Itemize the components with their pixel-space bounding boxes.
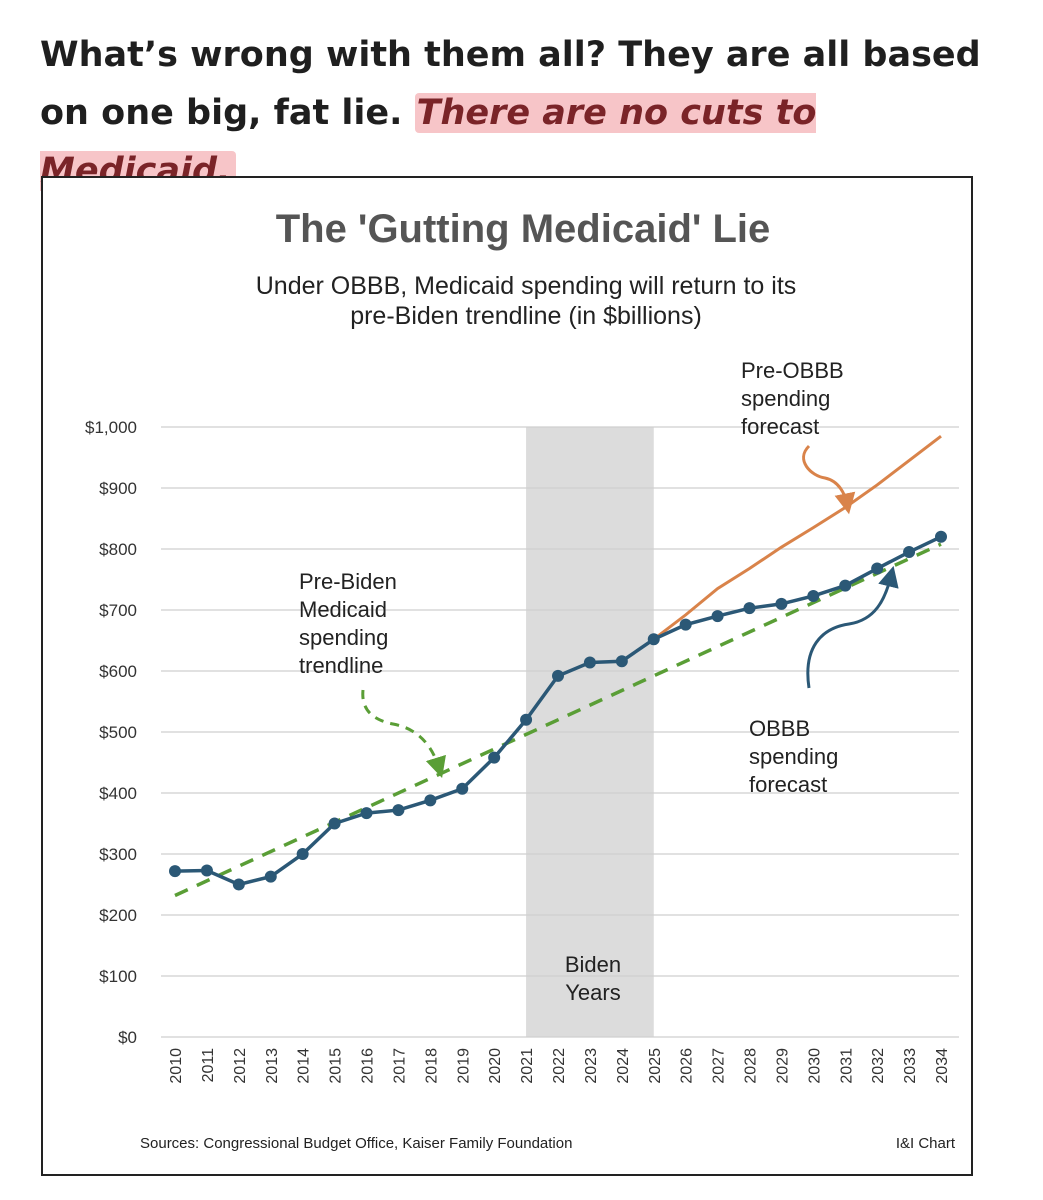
- obbb-point-2034: [935, 530, 947, 543]
- obbb-arrow: [806, 565, 899, 689]
- y-tick-label-100: $100: [99, 967, 137, 986]
- pre-obbb-annotation: Pre-OBBB spending forecast: [741, 358, 844, 439]
- obbb-point-2019: [456, 782, 469, 795]
- chart-credit: I&I Chart: [896, 1135, 956, 1152]
- x-tick-label-2012: 2012: [232, 1048, 249, 1084]
- pre-biden-annotation: Pre-Biden Medicaid spending trendline: [299, 569, 397, 678]
- x-tick-label-2014: 2014: [296, 1048, 313, 1084]
- obbb-point-2012: [232, 878, 245, 891]
- x-tick-label-2017: 2017: [391, 1048, 408, 1084]
- y-tick-label-200: $200: [99, 906, 137, 925]
- x-tick-label-2023: 2023: [583, 1048, 600, 1084]
- chart-subtitle-line2: pre-Biden trendline (in $billions): [350, 302, 702, 330]
- x-tick-label-2026: 2026: [679, 1048, 696, 1084]
- x-tick-label-2030: 2030: [806, 1048, 823, 1084]
- biden-years-label: Biden Years: [565, 952, 621, 1005]
- pre-biden-trendline: [174, 542, 942, 898]
- x-tick-label-2020: 2020: [487, 1048, 504, 1084]
- x-tick-label-2028: 2028: [743, 1048, 760, 1084]
- chart-source: Sources: Congressional Budget Office, Ka…: [140, 1135, 572, 1152]
- obbb-point-2024: [615, 655, 628, 668]
- obbb-point-2011: [200, 864, 213, 877]
- obbb-point-2029: [775, 597, 788, 610]
- obbb-label-line2: spending: [749, 744, 838, 769]
- chart-title: The 'Gutting Medicaid' Lie: [276, 207, 771, 251]
- pre-obbb-label-line2: spending: [741, 386, 830, 411]
- y-tick-label-800: $800: [99, 540, 137, 559]
- pre-biden-arrow: [361, 689, 446, 779]
- x-tick-label-2015: 2015: [328, 1048, 345, 1084]
- obbb-point-2015: [328, 817, 341, 830]
- y-tick-label-500: $500: [99, 723, 137, 742]
- obbb-label-line3: forecast: [749, 772, 827, 797]
- obbb-point-2031: [839, 579, 852, 592]
- pre-obbb-label-line3: forecast: [741, 414, 819, 439]
- y-axis-ticks: $0 $100 $200 $300 $400 $500 $600 $700 $800 $900 $1…: [85, 418, 137, 1047]
- pre-obbb-label-line1: Pre-OBBB: [741, 358, 844, 383]
- y-tick-label-1000: $1,000: [85, 418, 137, 437]
- obbb-point-2023: [583, 656, 596, 669]
- x-tick-label-2034: 2034: [934, 1048, 951, 1084]
- x-tick-label-2021: 2021: [519, 1048, 536, 1084]
- obbb-point-2013: [264, 870, 277, 883]
- y-tick-label-400: $400: [99, 784, 137, 803]
- obbb-point-2025: [647, 633, 660, 646]
- y-tick-label-700: $700: [99, 601, 137, 620]
- headline: What’s wrong with them all? They are all…: [40, 26, 1020, 200]
- y-tick-label-600: $600: [99, 662, 137, 681]
- pre-obbb-arrow: [802, 444, 856, 515]
- obbb-point-2021: [520, 713, 533, 726]
- x-tick-label-2018: 2018: [423, 1048, 440, 1084]
- obbb-point-2014: [296, 848, 309, 860]
- y-tick-label-300: $300: [99, 845, 137, 864]
- pre-biden-label-line1: Pre-Biden: [299, 569, 397, 594]
- x-tick-label-2022: 2022: [551, 1048, 568, 1084]
- pre-biden-label-line4: trendline: [299, 653, 383, 678]
- x-tick-label-2013: 2013: [264, 1048, 281, 1084]
- x-tick-label-2027: 2027: [711, 1048, 728, 1084]
- x-tick-label-2033: 2033: [902, 1048, 919, 1084]
- x-tick-label-2019: 2019: [455, 1048, 472, 1084]
- obbb-point-2010: [169, 865, 181, 878]
- x-tick-label-2029: 2029: [774, 1048, 791, 1084]
- x-tick-label-2032: 2032: [870, 1048, 887, 1084]
- headline-text: What’s wrong with them all? They are all…: [40, 35, 981, 133]
- biden-years-label-line2: Years: [565, 980, 620, 1005]
- obbb-annotation: OBBB spending forecast: [749, 716, 838, 797]
- obbb-point-2026: [679, 618, 692, 631]
- obbb-point-2017: [392, 804, 405, 817]
- series-layer: [169, 434, 947, 898]
- obbb-point-2032: [871, 562, 884, 575]
- obbb-point-2030: [807, 589, 820, 602]
- obbb-point-2022: [552, 669, 564, 682]
- biden-years-label-line1: Biden: [565, 952, 621, 977]
- medicaid-spending-chart: The 'Gutting Medicaid' Lie Under OBBB, M…: [85, 207, 959, 1152]
- pre-biden-label-line3: spending: [299, 625, 388, 650]
- chart-subtitle-line1: Under OBBB, Medicaid spending will retur…: [256, 272, 797, 300]
- pre-obbb-forecast-line: [652, 434, 942, 641]
- y-tick-label-900: $900: [99, 479, 137, 498]
- obbb-point-2020: [488, 751, 501, 764]
- pre-biden-label-line2: Medicaid: [299, 597, 387, 622]
- obbb-point-2028: [743, 602, 756, 615]
- x-tick-label-2010: 2010: [168, 1048, 185, 1084]
- x-tick-label-2025: 2025: [647, 1048, 664, 1084]
- obbb-point-2033: [903, 546, 916, 559]
- y-tick-label-0: $0: [118, 1028, 137, 1047]
- obbb-label-line1: OBBB: [749, 716, 810, 741]
- x-tick-label-2024: 2024: [615, 1048, 632, 1084]
- chart-frame: The 'Gutting Medicaid' Lie Under OBBB, M…: [41, 176, 973, 1176]
- x-axis-ticks: 2010 2011 2012 2013 2014 2015 2016 2017 2018 2019…: [168, 1048, 951, 1084]
- obbb-point-2016: [360, 807, 373, 820]
- x-tick-label-2031: 2031: [838, 1048, 855, 1084]
- x-tick-label-2016: 2016: [360, 1048, 377, 1084]
- x-tick-label-2011: 2011: [200, 1048, 217, 1083]
- obbb-point-2027: [711, 610, 724, 623]
- obbb-point-2018: [424, 794, 437, 807]
